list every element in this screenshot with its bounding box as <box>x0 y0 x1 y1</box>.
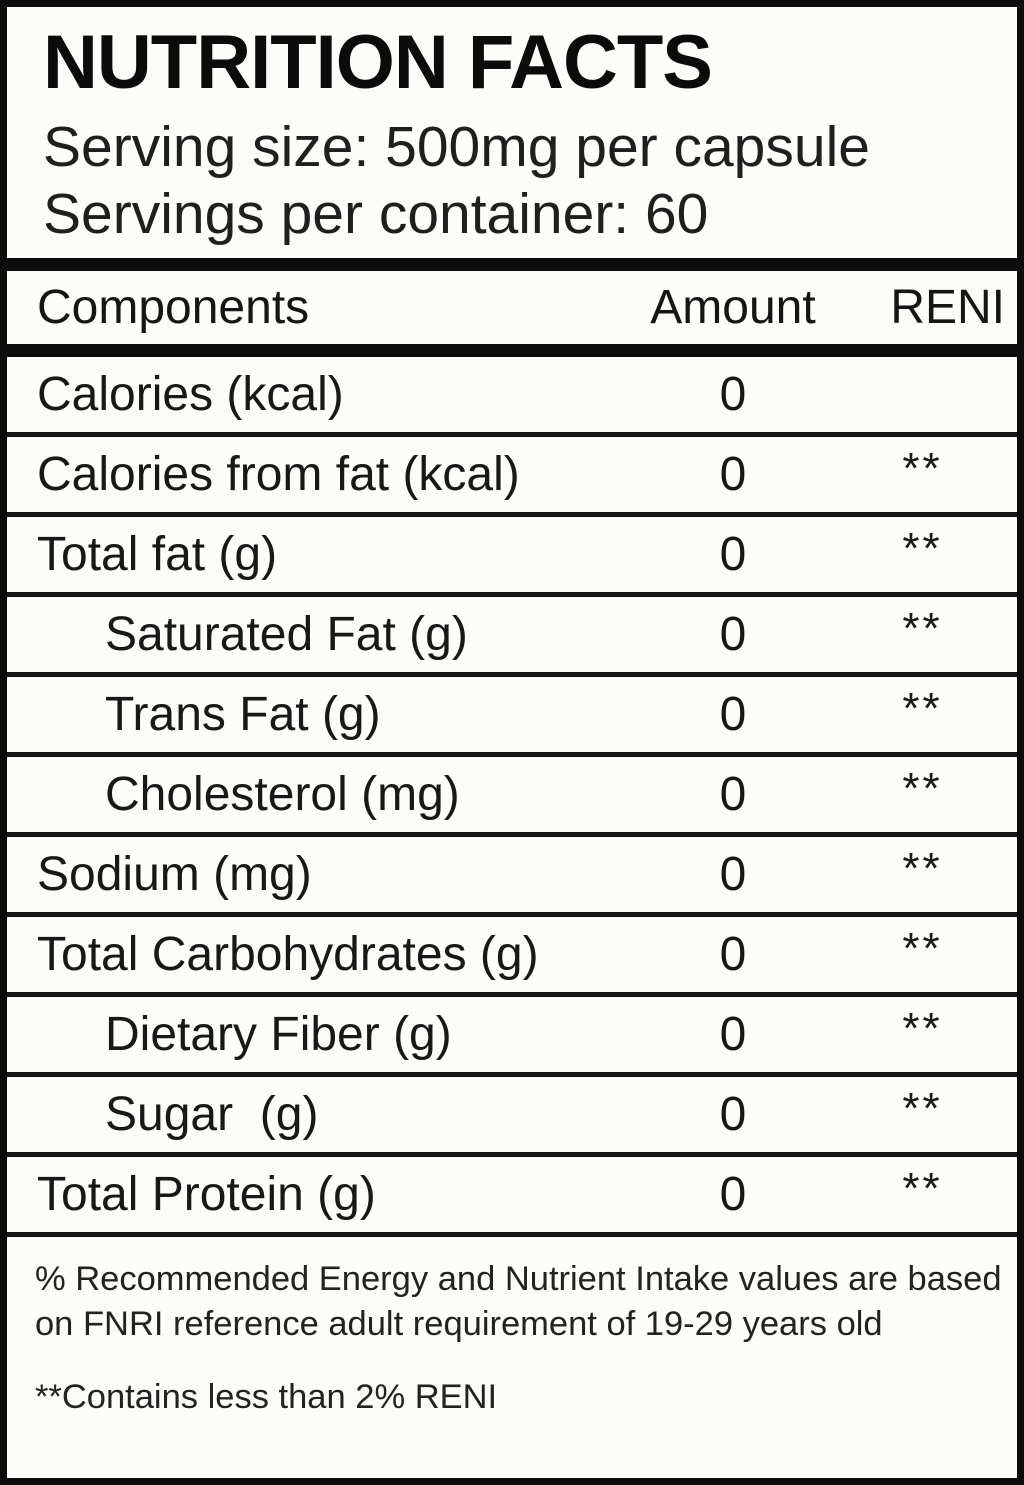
reni-value: ** <box>902 603 943 653</box>
table-row-calories-from-fat: Calories from fat (kcal) 0 ** <box>7 437 1017 517</box>
thick-divider-top <box>7 258 1017 271</box>
component-name: Cholesterol (mg) <box>105 768 460 821</box>
reni-value: ** <box>902 1083 943 1133</box>
table-row-total-fat: Total fat (g) 0 ** <box>7 517 1017 597</box>
label-header: NUTRITION FACTS Serving size: 500mg per … <box>7 7 1017 258</box>
label-title: NUTRITION FACTS <box>43 20 713 105</box>
table-row-saturated-fat: Saturated Fat (g) 0 ** <box>7 597 1017 677</box>
column-header-amount: Amount <box>650 281 816 334</box>
reni-value: ** <box>902 523 943 573</box>
component-name: Calories (kcal) <box>37 368 344 421</box>
table-row-sugar: Sugar (g) 0 ** <box>7 1077 1017 1157</box>
amount-value: 0 <box>719 848 747 901</box>
servings-per-container-text: Servings per container: 60 <box>43 181 709 246</box>
table-row-dietary-fiber: Dietary Fiber (g) 0 ** <box>7 997 1017 1077</box>
reni-value: ** <box>902 443 943 493</box>
amount-value: 0 <box>719 608 747 661</box>
reni-value: ** <box>902 763 943 813</box>
column-header-components: Components <box>37 281 310 334</box>
amount-value: 0 <box>719 368 747 421</box>
reni-value: ** <box>902 1163 943 1213</box>
reni-value: ** <box>902 683 943 733</box>
table-row-sodium: Sodium (mg) 0 ** <box>7 837 1017 917</box>
component-name: Total Carbohydrates (g) <box>37 928 539 981</box>
amount-value: 0 <box>719 928 747 981</box>
contains-footnote: **Contains less than 2% RENI <box>35 1378 498 1417</box>
thick-divider-header-bottom <box>7 344 1017 357</box>
amount-value: 0 <box>719 1088 747 1141</box>
amount-value: 0 <box>719 1008 747 1061</box>
footnotes: % Recommended Energy and Nutrient Intake… <box>7 1237 1017 1478</box>
component-name: Total fat (g) <box>37 528 278 581</box>
component-name: Saturated Fat (g) <box>105 608 468 661</box>
table-row-total-protein: Total Protein (g) 0 ** <box>7 1157 1017 1237</box>
reni-footnote: % Recommended Energy and Nutrient Intake… <box>35 1260 1002 1344</box>
amount-value: 0 <box>719 688 747 741</box>
amount-value: 0 <box>719 528 747 581</box>
amount-value: 0 <box>719 768 747 821</box>
reni-value: ** <box>902 843 943 893</box>
component-name: Dietary Fiber (g) <box>105 1008 452 1061</box>
table-header-row: Components Amount RENI <box>7 271 1017 344</box>
serving-size-text: Serving size: 500mg per capsule <box>43 115 870 179</box>
component-name: Total Protein (g) <box>37 1168 376 1221</box>
amount-value: 0 <box>719 448 747 501</box>
nutrition-table: Calories (kcal) 0 Calories from fat (kca… <box>7 357 1017 1237</box>
component-name: Trans Fat (g) <box>105 688 381 741</box>
component-name: Sodium (mg) <box>37 848 312 901</box>
component-name: Sugar (g) <box>105 1088 319 1141</box>
table-row-cholesterol: Cholesterol (mg) 0 ** <box>7 757 1017 837</box>
table-row-total-carbohydrates: Total Carbohydrates (g) 0 ** <box>7 917 1017 997</box>
table-row-calories: Calories (kcal) 0 <box>7 357 1017 437</box>
table-row-trans-fat: Trans Fat (g) 0 ** <box>7 677 1017 757</box>
column-header-reni: RENI <box>890 281 1005 334</box>
amount-value: 0 <box>719 1168 747 1221</box>
reni-value: ** <box>902 1003 943 1053</box>
reni-value: ** <box>902 923 943 973</box>
component-name: Calories from fat (kcal) <box>37 448 520 501</box>
